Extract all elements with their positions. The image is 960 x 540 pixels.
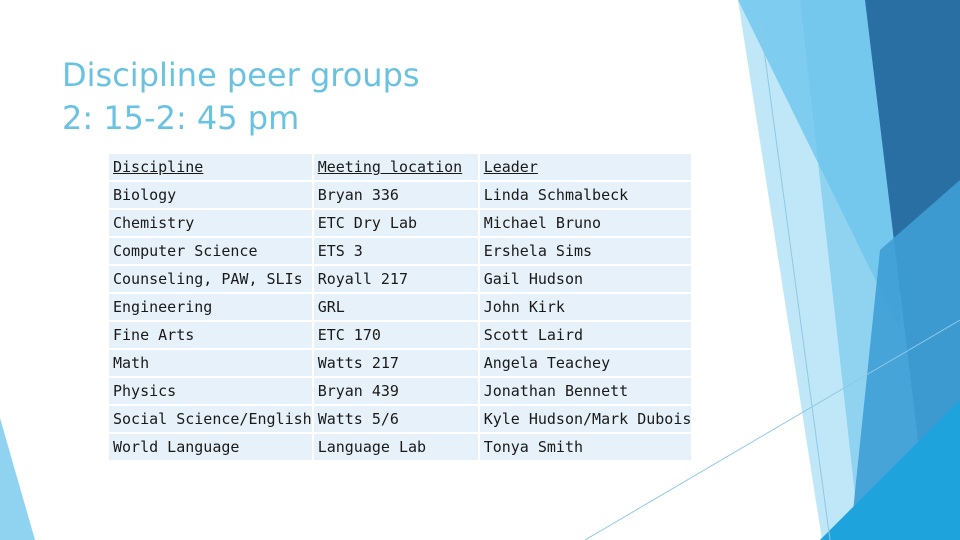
- leader-cell: Gail Hudson: [477, 264, 694, 294]
- location-cell: Bryan 439: [311, 376, 480, 406]
- leader-cell: Michael Bruno: [477, 208, 694, 238]
- location-cell: ETC 170: [311, 320, 480, 350]
- table-row: Engineering GRL John Kirk: [107, 292, 694, 322]
- location-cell: GRL: [311, 292, 480, 322]
- right-accent-triangle: [738, 0, 900, 330]
- leader-cell: Tonya Smith: [477, 432, 694, 462]
- location-cell: Bryan 336: [311, 180, 480, 210]
- table-row: Computer Science ETS 3 Ershela Sims: [107, 236, 694, 266]
- left-edge-triangle: [0, 418, 35, 540]
- discipline-cell: Computer Science: [107, 236, 314, 266]
- location-cell: ETC Dry Lab: [311, 208, 480, 238]
- table-row: Counseling, PAW, SLIs Royall 217 Gail Hu…: [107, 264, 694, 294]
- leader-cell: Linda Schmalbeck: [477, 180, 694, 210]
- discipline-cell: Biology: [107, 180, 314, 210]
- discipline-cell: Chemistry: [107, 208, 314, 238]
- leader-cell: Jonathan Bennett: [477, 376, 694, 406]
- leader-cell: Ershela Sims: [477, 236, 694, 266]
- leader-cell: Scott Laird: [477, 320, 694, 350]
- table-row: Biology Bryan 336 Linda Schmalbeck: [107, 180, 694, 210]
- slide-title: Discipline peer groups 2: 15-2: 45 pm: [62, 54, 420, 140]
- right-bottom-triangle: [820, 400, 960, 540]
- location-cell: Watts 5/6: [311, 404, 480, 434]
- discipline-cell: Physics: [107, 376, 314, 406]
- table-row: Social Science/English Watts 5/6 Kyle Hu…: [107, 404, 694, 434]
- header-leader: Leader: [477, 152, 694, 182]
- table-row: Fine Arts ETC 170 Scott Laird: [107, 320, 694, 350]
- leader-cell: Kyle Hudson/Mark Dubois: [477, 404, 694, 434]
- slide-title-line-1: Discipline peer groups: [62, 56, 420, 94]
- peer-groups-table: Discipline Meeting location Leader Biolo…: [107, 152, 694, 462]
- discipline-cell: Fine Arts: [107, 320, 314, 350]
- location-cell: Royall 217: [311, 264, 480, 294]
- slide-title-line-2: 2: 15-2: 45 pm: [62, 99, 300, 137]
- location-cell: ETS 3: [311, 236, 480, 266]
- leader-cell: John Kirk: [477, 292, 694, 322]
- table-row: Math Watts 217 Angela Teachey: [107, 348, 694, 378]
- header-discipline: Discipline: [107, 152, 314, 182]
- diagonal-thin-line-2: [584, 319, 960, 540]
- table-row: World Language Language Lab Tonya Smith: [107, 432, 694, 462]
- location-cell: Language Lab: [311, 432, 480, 462]
- discipline-cell: World Language: [107, 432, 314, 462]
- table-row: Chemistry ETC Dry Lab Michael Bruno: [107, 208, 694, 238]
- diagonal-thin-line: [759, 19, 831, 540]
- discipline-cell: Engineering: [107, 292, 314, 322]
- discipline-cell: Counseling, PAW, SLIs: [107, 264, 314, 294]
- leader-cell: Angela Teachey: [477, 348, 694, 378]
- table-row: Physics Bryan 439 Jonathan Bennett: [107, 376, 694, 406]
- discipline-cell: Math: [107, 348, 314, 378]
- location-cell: Watts 217: [311, 348, 480, 378]
- header-meeting-location: Meeting location: [311, 152, 480, 182]
- discipline-cell: Social Science/English: [107, 404, 314, 434]
- table-header-row: Discipline Meeting location Leader: [107, 152, 694, 182]
